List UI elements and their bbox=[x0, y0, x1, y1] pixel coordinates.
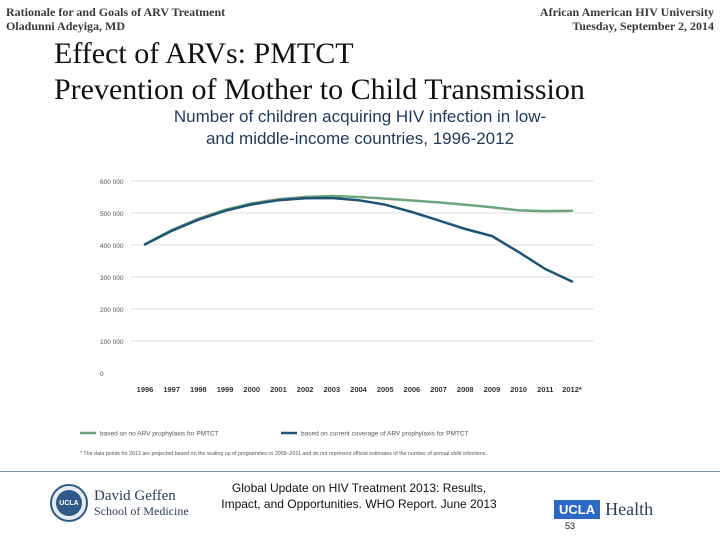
header-left: Rationale for and Goals of ARV Treatment… bbox=[6, 5, 225, 33]
y-tick-label-3: 300 000 bbox=[100, 275, 124, 282]
x-tick-label-1: 1997 bbox=[163, 385, 180, 394]
x-tick-label-8: 2004 bbox=[350, 385, 368, 394]
x-tick-label-0: 1996 bbox=[137, 385, 154, 394]
chart-caption-line2: and middle-income countries, 1996-2012 bbox=[205, 129, 515, 148]
x-tick-label-14: 2010 bbox=[510, 385, 527, 394]
x-tick-label-9: 2005 bbox=[377, 385, 394, 394]
page-number: 53 bbox=[565, 521, 576, 531]
seal-label: UCLA bbox=[56, 490, 82, 516]
ucla-wordmark: UCLA bbox=[554, 500, 601, 519]
health-wordmark: Health bbox=[605, 499, 654, 519]
x-tick-label-16: 2012* bbox=[562, 385, 582, 394]
y-tick-label-4: 400 000 bbox=[100, 243, 124, 250]
x-tick-label-2: 1998 bbox=[190, 385, 207, 394]
legend-label-0: based on no ARV prophylaxis for PMTCT bbox=[100, 431, 219, 438]
x-tick-label-6: 2002 bbox=[297, 385, 314, 394]
x-tick-label-7: 2003 bbox=[323, 385, 340, 394]
x-tick-label-4: 2000 bbox=[243, 385, 260, 394]
y-tick-label-0: 0 bbox=[100, 371, 104, 378]
chart-caption: Number of children acquiring HIV infecti… bbox=[100, 106, 620, 150]
line-chart: 0 100 000 200 000 300 000 400 000 500 000 600 … bbox=[80, 179, 594, 457]
slide-title-line1: Effect of ARVs: PMTCT bbox=[54, 37, 354, 70]
chart-caption-line1: Number of children acquiring HIV infecti… bbox=[173, 107, 547, 126]
ucla-health-logo: UCLA Health bbox=[554, 499, 653, 520]
geffen-logo: UCLA David Geffen School of Medicine bbox=[50, 484, 189, 522]
x-tick-label-11: 2007 bbox=[430, 385, 447, 394]
chart-footnote: * The data points for 2012 are projected… bbox=[80, 451, 487, 457]
series-line-1 bbox=[143, 196, 574, 283]
x-tick-label-5: 2001 bbox=[270, 385, 287, 394]
x-tick-label-15: 2011 bbox=[537, 385, 553, 394]
geffen-text: David Geffen School of Medicine bbox=[94, 488, 189, 518]
slide-title-line2: Prevention of Mother to Child Transmissi… bbox=[54, 73, 585, 106]
x-tick-label-12: 2008 bbox=[457, 385, 474, 394]
presentation-title: Rationale for and Goals of ARV Treatment bbox=[6, 5, 226, 19]
event-name: African American HIV University bbox=[539, 5, 714, 19]
y-tick-label-1: 100 000 bbox=[100, 339, 124, 346]
source-line2: Impact, and Opportunities. WHO Report. J… bbox=[221, 497, 497, 511]
ucla-seal-icon: UCLA bbox=[50, 484, 88, 522]
source-line1: Global Update on HIV Treatment 2013: Res… bbox=[231, 481, 487, 495]
presenter-name: Oladunni Adeyiga, MD bbox=[6, 19, 126, 33]
x-tick-label-13: 2009 bbox=[484, 385, 501, 394]
event-date: Tuesday, September 2, 2014 bbox=[572, 19, 714, 33]
geffen-name: David Geffen bbox=[94, 488, 176, 504]
y-tick-label-2: 200 000 bbox=[100, 307, 124, 314]
x-tick-label-10: 2006 bbox=[404, 385, 421, 394]
y-tick-label-6: 600 000 bbox=[100, 179, 124, 186]
footer-divider bbox=[0, 471, 720, 472]
legend-label-1: based on current coverage of ARV prophyl… bbox=[301, 431, 469, 438]
series-line-0 bbox=[143, 194, 574, 246]
y-tick-label-5: 500 000 bbox=[100, 211, 124, 218]
header-right: African American HIV University Tuesday,… bbox=[540, 5, 714, 33]
slide-title: Effect of ARVs: PMTCT Prevention of Moth… bbox=[54, 36, 585, 108]
x-tick-label-3: 1999 bbox=[217, 385, 234, 394]
geffen-school: School of Medicine bbox=[94, 504, 189, 518]
source-citation: Global Update on HIV Treatment 2013: Res… bbox=[186, 480, 532, 512]
